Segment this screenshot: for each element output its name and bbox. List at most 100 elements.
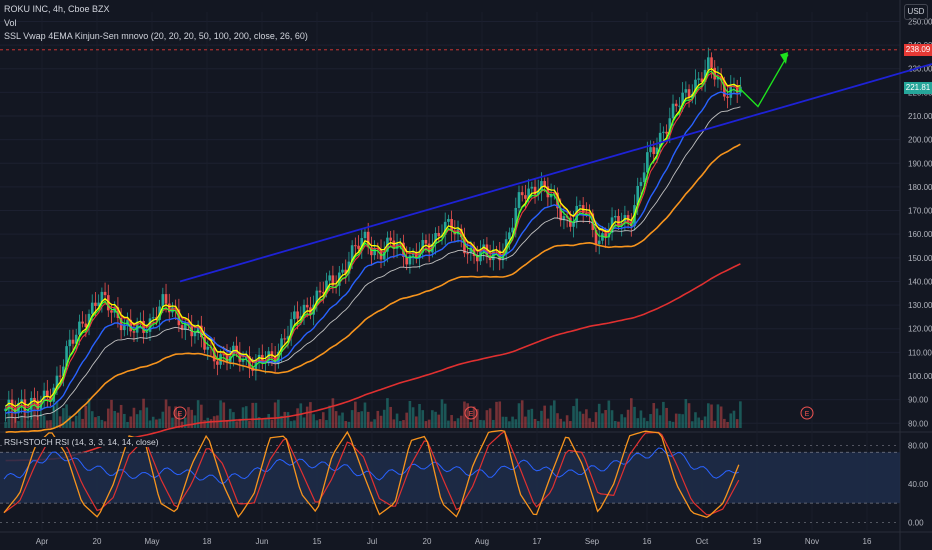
time-tick-label: 18 <box>203 537 212 546</box>
volume-bar <box>58 416 62 428</box>
time-tick-label: 19 <box>753 537 762 546</box>
candle-body <box>642 172 646 183</box>
volume-bar <box>437 414 441 428</box>
candle-body <box>520 192 524 196</box>
volume-bar <box>514 419 518 428</box>
volume-bar <box>23 411 27 428</box>
currency-button[interactable]: USD <box>904 4 928 20</box>
volume-bar <box>716 404 720 428</box>
earnings-marker <box>800 406 814 420</box>
volume-bar <box>662 401 665 428</box>
volume-bar <box>97 416 100 428</box>
volume-bar <box>735 419 739 428</box>
volume-bar <box>729 413 733 428</box>
candle-body <box>668 118 672 134</box>
candle-body <box>174 307 177 310</box>
candle-body <box>713 67 717 80</box>
volume-bar <box>626 409 630 428</box>
volume-bar <box>684 399 688 428</box>
volume-bar <box>318 419 322 428</box>
ssl-green-line <box>5 70 741 413</box>
volume-bar <box>504 416 508 428</box>
volume-bar <box>585 409 588 428</box>
volume-bar <box>546 418 550 428</box>
candle-body <box>707 57 710 70</box>
candle-body <box>145 331 149 333</box>
time-tick-label: 20 <box>93 537 102 546</box>
candle-body <box>296 311 299 319</box>
volume-bar <box>203 420 206 428</box>
volume-bar <box>482 420 486 428</box>
volume-bar <box>299 403 303 428</box>
candle-body <box>585 212 588 214</box>
candle-body <box>286 336 290 340</box>
volume-bar <box>620 414 623 428</box>
volume-bar <box>517 403 521 428</box>
candle-body <box>697 78 700 80</box>
ema-orange-line <box>5 143 741 434</box>
volume-bar <box>655 408 659 428</box>
candle-body <box>200 325 203 338</box>
candle-body <box>594 230 598 245</box>
volume-bar <box>126 421 129 428</box>
candle-body <box>325 280 328 294</box>
volume-bar <box>20 415 23 428</box>
candle-body <box>578 205 582 207</box>
candle-body <box>29 397 33 410</box>
volume-bar <box>366 411 370 428</box>
candle-body <box>126 319 129 325</box>
candle-body <box>514 207 518 228</box>
volume-bar <box>633 406 636 428</box>
earnings-marker-label: E <box>805 411 810 418</box>
candle-body <box>601 233 604 241</box>
candle-body <box>87 313 91 328</box>
candle-body <box>703 69 707 82</box>
candle-body <box>100 291 104 303</box>
volume-bar <box>241 407 245 428</box>
volume-bar <box>49 420 52 428</box>
volume-bar <box>65 404 68 428</box>
volume-bar <box>373 419 376 428</box>
volume-bar <box>180 421 184 428</box>
candle-body <box>398 242 402 244</box>
volume-bar <box>155 419 158 428</box>
candle-body <box>305 304 309 308</box>
candle-body <box>434 233 437 244</box>
volume-bar <box>74 415 78 428</box>
volume-bar <box>723 418 726 428</box>
candle-body <box>729 85 733 98</box>
volume-bar <box>354 401 357 428</box>
volume-bar <box>151 416 155 428</box>
volume-bar <box>450 415 453 428</box>
price-tick-label: 120.00 <box>908 325 932 334</box>
volume-bar <box>142 398 145 428</box>
candle-body <box>536 190 540 195</box>
volume-bar <box>219 400 222 428</box>
volume-bar <box>443 403 447 428</box>
rsi-line <box>3 447 739 485</box>
volume-bar <box>565 415 569 428</box>
volume-bar <box>575 398 579 428</box>
candle-body <box>710 57 713 68</box>
volume-bar <box>4 422 7 428</box>
volume-bar <box>440 399 444 428</box>
earnings-marker-label: E <box>469 411 474 418</box>
trendline <box>179 63 932 283</box>
candle-body <box>681 92 684 106</box>
time-tick-label: Aug <box>475 537 489 546</box>
volume-bar <box>302 417 306 428</box>
price-tick-label: 110.00 <box>908 348 932 357</box>
volume-bar <box>687 403 691 428</box>
volume-bar <box>235 421 238 428</box>
volume-bar <box>588 418 591 428</box>
volume-bar <box>485 410 489 428</box>
volume-bar <box>530 408 534 428</box>
candle-body <box>421 240 425 253</box>
volume-bar <box>617 421 620 428</box>
volume-bar <box>341 412 344 428</box>
volume-bar <box>681 414 684 428</box>
candle-body <box>331 275 335 286</box>
candle-body <box>508 232 511 240</box>
